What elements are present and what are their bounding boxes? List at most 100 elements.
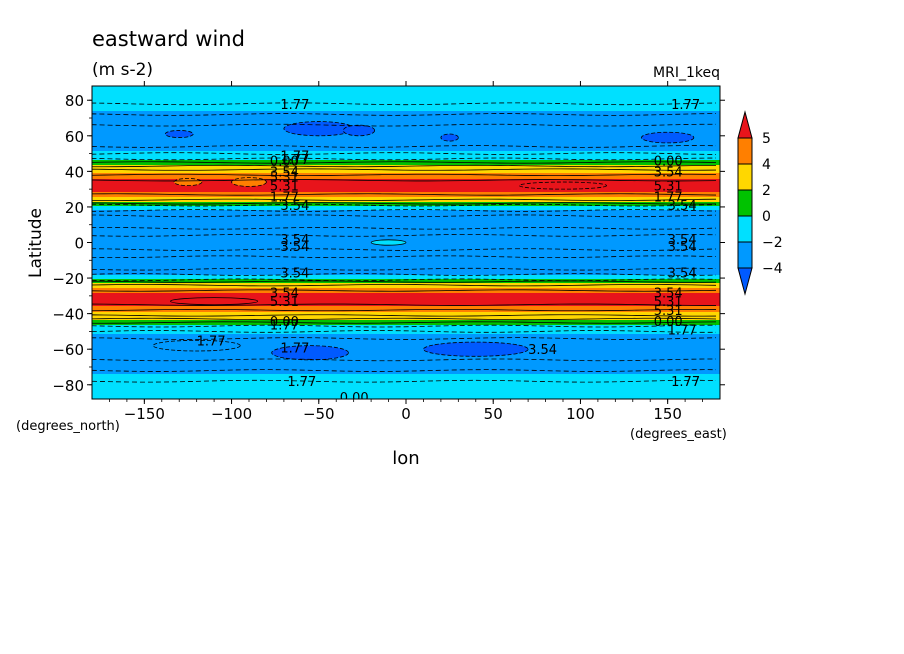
wind-band: [92, 160, 720, 162]
colorbar-segment: [737, 189, 753, 217]
wind-band: [92, 379, 720, 381]
wind-band: [92, 299, 720, 301]
wind-band: [92, 207, 720, 209]
wind-band: [92, 285, 720, 287]
wind-band: [92, 240, 720, 242]
wind-band: [92, 241, 720, 243]
wind-band: [92, 357, 720, 359]
wind-band: [92, 393, 720, 395]
wind-band: [92, 373, 720, 375]
wind-band: [92, 137, 720, 139]
wind-band: [92, 97, 720, 99]
wind-band: [92, 343, 720, 345]
wind-band: [92, 162, 720, 164]
contour-blob: [370, 239, 407, 246]
contour-line-dashed: [92, 337, 717, 340]
wind-band: [92, 323, 720, 325]
wind-band: [92, 350, 720, 352]
wind-band: [92, 199, 720, 201]
wind-band: [92, 249, 720, 251]
wind-band: [92, 372, 720, 374]
contour-label: 1.77: [668, 324, 697, 339]
wind-band: [92, 168, 720, 170]
wind-band: [92, 196, 720, 198]
wind-band: [92, 278, 720, 280]
wind-band: [92, 355, 720, 357]
contour-label: 3.54: [654, 165, 683, 180]
wind-band: [92, 221, 720, 223]
contour-blob: [641, 131, 695, 144]
wind-band: [92, 267, 720, 269]
wind-band: [92, 388, 720, 390]
wind-band: [92, 246, 720, 248]
wind-band: [92, 186, 720, 188]
x-tick-label: 100: [566, 405, 595, 423]
contour-label: 3.54: [280, 233, 309, 248]
x-axis: −150 −100 −50 0 50 100 150: [109, 81, 703, 423]
wind-band: [92, 192, 720, 194]
wind-band: [92, 380, 720, 382]
wind-band: [92, 219, 720, 221]
wind-band: [92, 142, 720, 144]
wind-band: [92, 230, 720, 232]
wind-band: [92, 138, 720, 140]
wind-band: [92, 247, 720, 249]
wind-band: [92, 349, 720, 351]
wind-band: [92, 147, 720, 149]
wind-band: [92, 126, 720, 128]
contour-line-solid: [92, 303, 717, 306]
wind-band: [92, 374, 720, 376]
wind-band: [92, 266, 720, 268]
wind-band: [92, 179, 720, 181]
wind-band: [92, 353, 720, 355]
wind-band: [92, 297, 720, 299]
wind-band: [92, 280, 720, 282]
wind-band: [92, 229, 720, 231]
contour-blob: [173, 178, 203, 186]
wind-band: [92, 120, 720, 122]
wind-band: [92, 305, 720, 307]
wind-band: [92, 296, 720, 298]
contour-line-solid: [92, 164, 717, 168]
wind-band: [92, 331, 720, 333]
wind-band: [92, 129, 720, 131]
wind-band: [92, 384, 720, 386]
wind-band: [92, 369, 720, 371]
wind-band: [92, 93, 720, 95]
contour-label: 5.31: [270, 180, 299, 195]
wind-band: [92, 191, 720, 193]
wind-band: [92, 395, 720, 397]
y-tick-label: 40: [65, 163, 84, 181]
wind-band: [92, 213, 720, 215]
contour-label: 5.31: [654, 295, 683, 310]
contour-label: 0.00: [654, 155, 683, 170]
wind-band: [92, 302, 720, 304]
contour-blob: [152, 339, 241, 352]
wind-band: [92, 133, 720, 135]
contour-line-dashed: [92, 157, 717, 161]
wind-band: [92, 377, 720, 379]
wind-band: [92, 308, 720, 310]
wind-band: [92, 248, 720, 250]
wind-band: [92, 276, 720, 278]
wind-band: [92, 101, 720, 103]
contour-line-dashed: [92, 226, 717, 230]
wind-band: [92, 321, 720, 323]
wind-band: [92, 337, 720, 339]
y-tick-label: 80: [65, 92, 84, 110]
wind-band: [92, 356, 720, 358]
wind-band: [92, 255, 720, 257]
wind-band: [92, 151, 720, 153]
wind-band: [92, 227, 720, 229]
wind-band: [92, 167, 720, 169]
colorbar-label: −4: [762, 261, 783, 277]
wind-band: [92, 251, 720, 253]
contour-line-dashed: [92, 267, 717, 271]
wind-band: [92, 173, 720, 175]
wind-band: [92, 367, 720, 369]
wind-band: [92, 263, 720, 265]
wind-band: [92, 294, 720, 296]
y-tick-label: 0: [74, 235, 84, 253]
wind-band: [92, 107, 720, 109]
